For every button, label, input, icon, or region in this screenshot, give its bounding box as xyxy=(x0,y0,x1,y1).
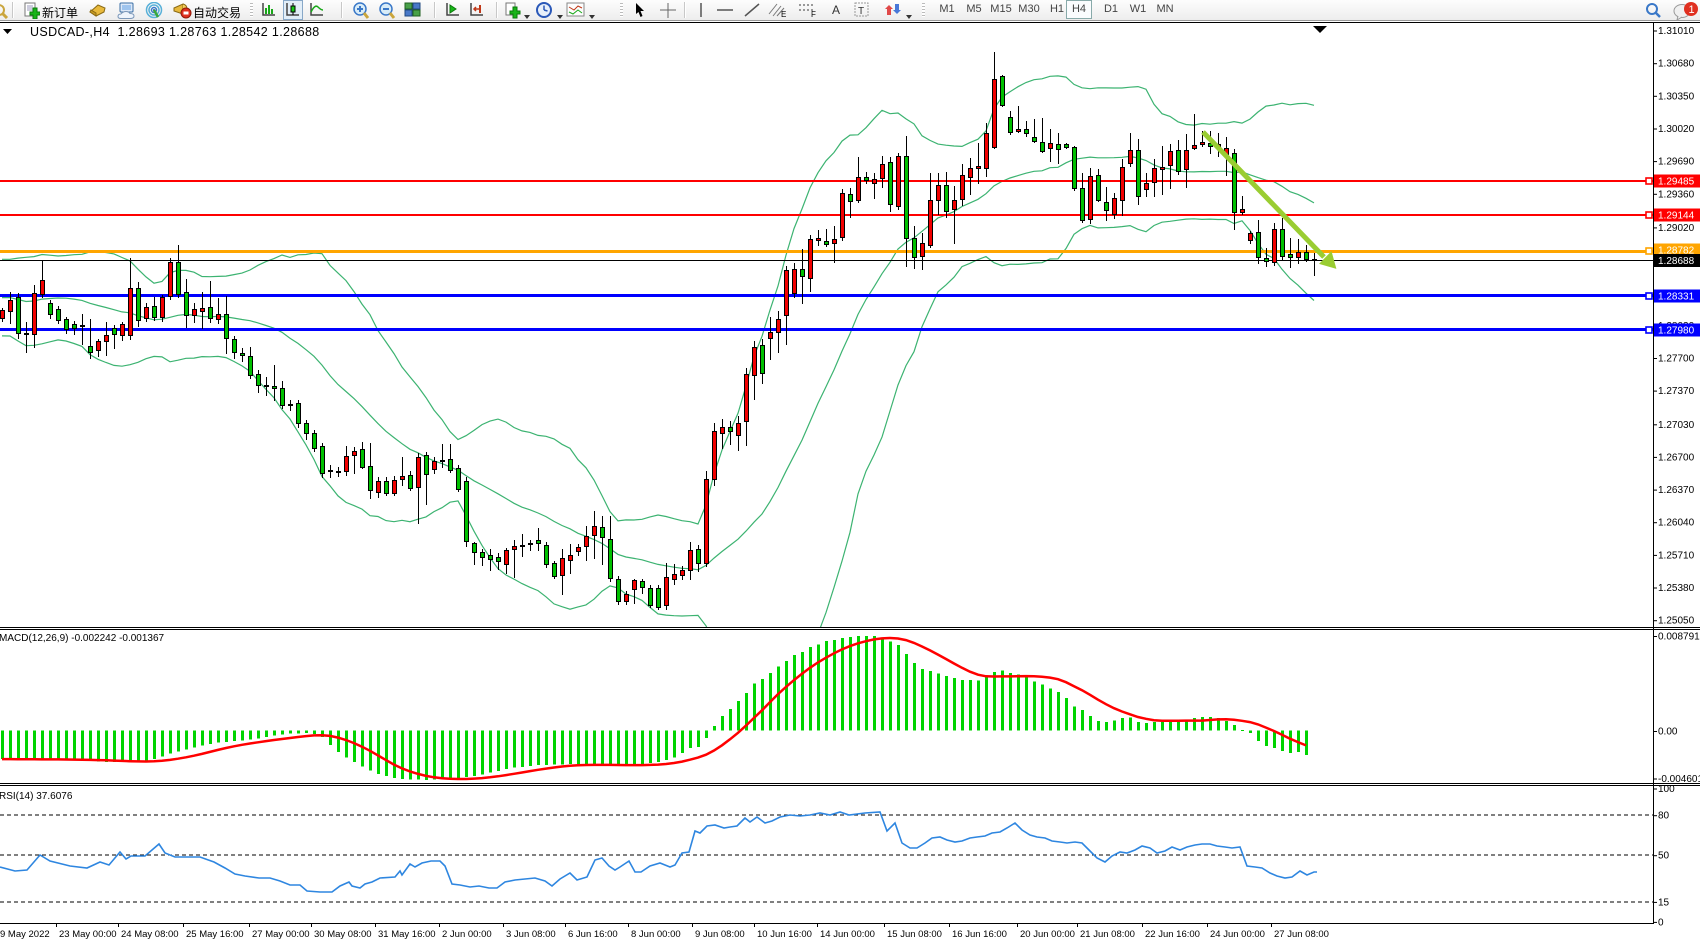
svg-text:31 May 16:00: 31 May 16:00 xyxy=(378,929,436,940)
svg-text:E: E xyxy=(781,10,786,18)
svg-text:0: 0 xyxy=(1658,917,1664,928)
svg-text:24 Jun 00:00: 24 Jun 00:00 xyxy=(1210,929,1265,940)
svg-text:1.26370: 1.26370 xyxy=(1658,485,1695,496)
svg-text:1.31010: 1.31010 xyxy=(1658,26,1695,37)
svg-text:21 Jun 08:00: 21 Jun 08:00 xyxy=(1080,929,1135,940)
svg-text:22 Jun 16:00: 22 Jun 16:00 xyxy=(1145,929,1200,940)
svg-text:9 May 2022: 9 May 2022 xyxy=(0,929,50,940)
svg-text:30 May 08:00: 30 May 08:00 xyxy=(314,929,372,940)
svg-text:1.29144: 1.29144 xyxy=(1658,211,1695,222)
svg-text:1.27980: 1.27980 xyxy=(1658,326,1695,337)
svg-text:F: F xyxy=(811,10,816,18)
svg-text:25 May 16:00: 25 May 16:00 xyxy=(186,929,244,940)
svg-text:14 Jun 00:00: 14 Jun 00:00 xyxy=(820,929,875,940)
svg-text:T: T xyxy=(858,6,864,17)
svg-text:2 Jun 00:00: 2 Jun 00:00 xyxy=(442,929,492,940)
svg-text:1.27370: 1.27370 xyxy=(1658,386,1695,397)
svg-text:100: 100 xyxy=(1658,784,1675,795)
svg-text:24 May 08:00: 24 May 08:00 xyxy=(121,929,179,940)
svg-text:1.29690: 1.29690 xyxy=(1658,157,1695,168)
svg-text:1.25050: 1.25050 xyxy=(1658,616,1695,627)
svg-text:27 May 00:00: 27 May 00:00 xyxy=(252,929,310,940)
svg-text:9 Jun 08:00: 9 Jun 08:00 xyxy=(695,929,745,940)
svg-text:8 Jun 00:00: 8 Jun 00:00 xyxy=(631,929,681,940)
svg-text:1.27700: 1.27700 xyxy=(1658,354,1695,365)
svg-text:1.26040: 1.26040 xyxy=(1658,518,1695,529)
svg-text:3 Jun 08:00: 3 Jun 08:00 xyxy=(506,929,556,940)
svg-text:RSI(14) 37.6076: RSI(14) 37.6076 xyxy=(0,791,73,802)
svg-text:23 May 00:00: 23 May 00:00 xyxy=(59,929,117,940)
svg-text:MACD(12,26,9) -0.002242 -0.001: MACD(12,26,9) -0.002242 -0.001367 xyxy=(0,633,165,644)
svg-text:USDCAD-,H4 1.28693 1.28763 1.: USDCAD-,H4 1.28693 1.28763 1.28542 1.286… xyxy=(30,25,320,39)
svg-text:1.29485: 1.29485 xyxy=(1658,177,1695,188)
svg-text:1.28688: 1.28688 xyxy=(1658,256,1695,267)
svg-text:1.28782: 1.28782 xyxy=(1658,246,1695,257)
svg-text:1.25710: 1.25710 xyxy=(1658,550,1695,561)
svg-text:16 Jun 16:00: 16 Jun 16:00 xyxy=(952,929,1007,940)
svg-text:27 Jun 08:00: 27 Jun 08:00 xyxy=(1274,929,1329,940)
svg-text:-0.004601: -0.004601 xyxy=(1658,774,1700,785)
svg-text:1.29360: 1.29360 xyxy=(1658,189,1695,200)
svg-text:1: 1 xyxy=(1689,4,1695,16)
svg-text:20 Jun 00:00: 20 Jun 00:00 xyxy=(1020,929,1075,940)
svg-text:50: 50 xyxy=(1658,851,1670,862)
svg-text:10 Jun 16:00: 10 Jun 16:00 xyxy=(757,929,812,940)
svg-text:1.30350: 1.30350 xyxy=(1658,91,1695,102)
svg-text:1.27030: 1.27030 xyxy=(1658,420,1695,431)
svg-text:80: 80 xyxy=(1658,811,1670,822)
svg-text:6 Jun 16:00: 6 Jun 16:00 xyxy=(568,929,618,940)
svg-text:0.008791: 0.008791 xyxy=(1658,632,1700,643)
svg-text:1.28331: 1.28331 xyxy=(1658,292,1695,303)
svg-text:15 Jun 08:00: 15 Jun 08:00 xyxy=(887,929,942,940)
svg-text:1.25380: 1.25380 xyxy=(1658,583,1695,594)
svg-text:1.26700: 1.26700 xyxy=(1658,452,1695,463)
svg-text:1.29020: 1.29020 xyxy=(1658,223,1695,234)
svg-text:1.30680: 1.30680 xyxy=(1658,59,1695,70)
svg-text:0.00: 0.00 xyxy=(1658,727,1678,738)
svg-text:15: 15 xyxy=(1658,897,1670,908)
svg-text:1.30020: 1.30020 xyxy=(1658,124,1695,135)
